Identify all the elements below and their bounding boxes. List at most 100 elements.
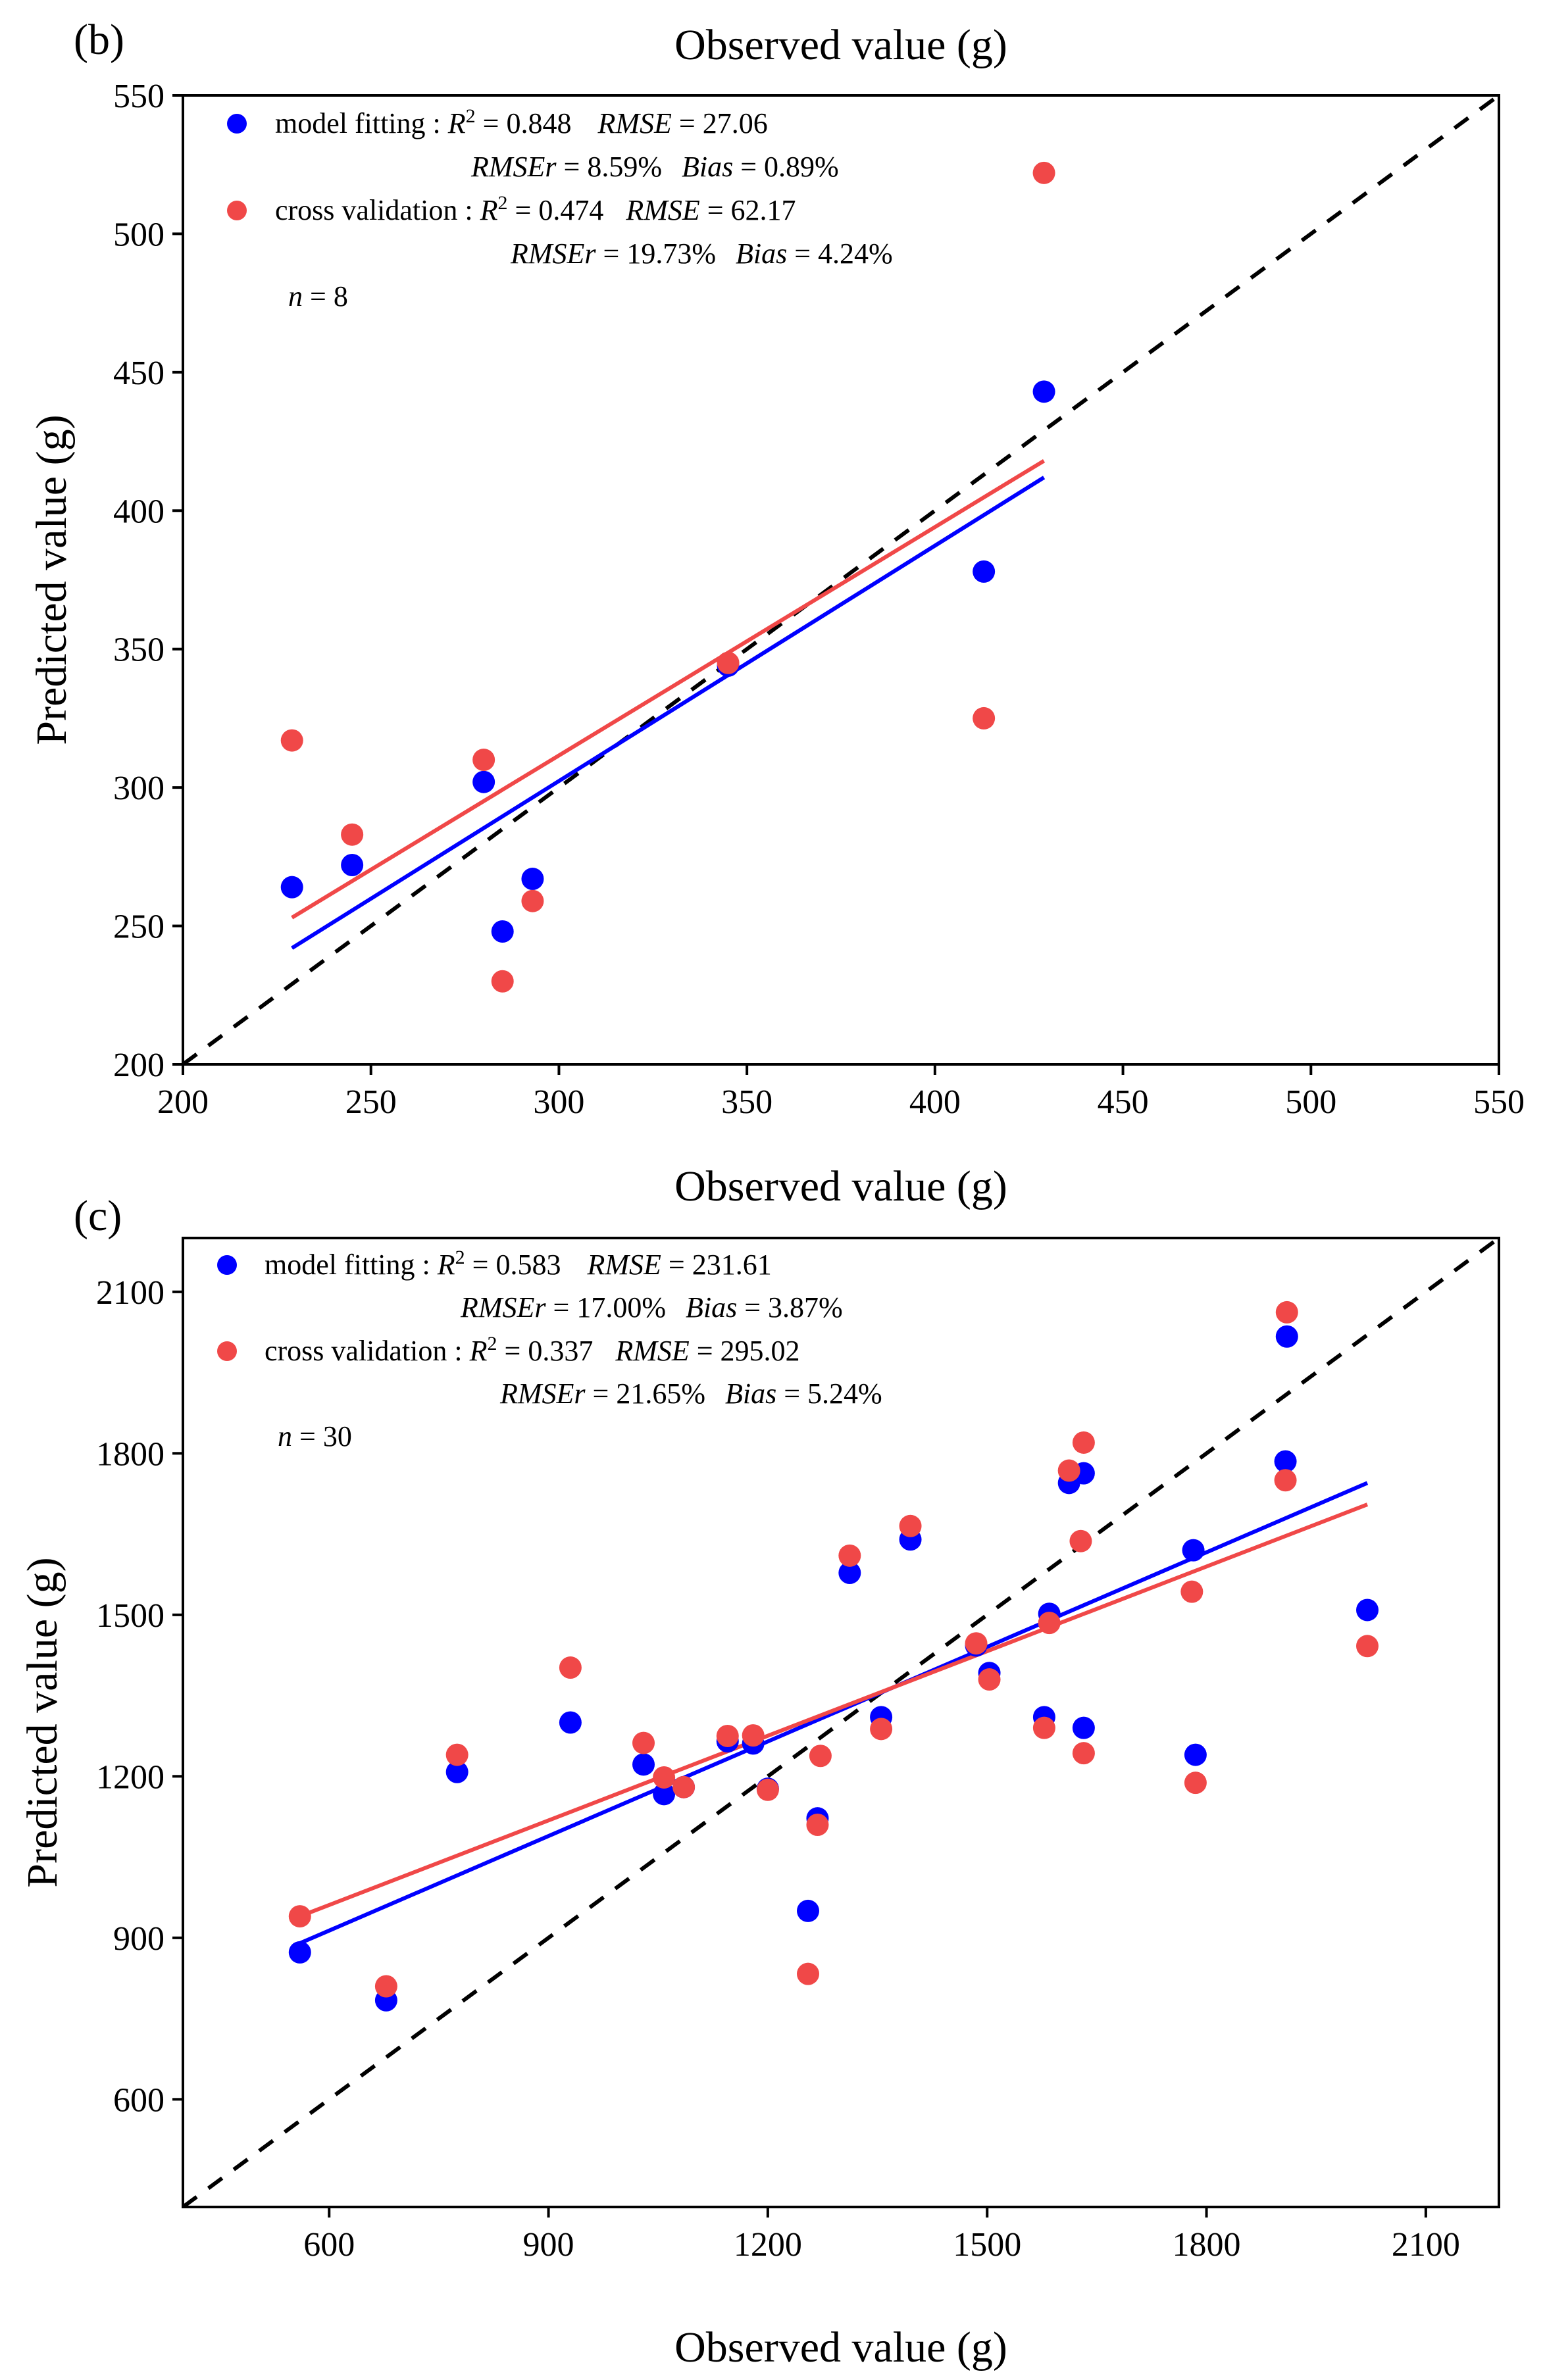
annotation-rmse: RMSE [615, 1335, 690, 1367]
annotation-sup: 2 [488, 1333, 497, 1354]
data-point-cross-validation [1072, 1431, 1095, 1454]
data-point-cross-validation [809, 1745, 832, 1768]
annotation-rmse: RMSE [625, 194, 700, 226]
y-tick-label: 1200 [96, 1758, 165, 1796]
annotation-sup: 2 [466, 105, 476, 127]
fit-line-cross-validation [299, 1502, 1369, 1918]
annotation-sample-size: n = 30 [278, 1420, 352, 1452]
annotation-rmse: RMSE [586, 1249, 661, 1281]
data-point-cross-validation [1180, 1580, 1203, 1603]
legend-label-cross-validation: cross validation : R2 = 0.337 RMSE = 295.… [265, 1333, 800, 1368]
data-point-cross-validation [838, 1544, 861, 1567]
legend-marker-model-fitting [227, 114, 247, 134]
annotation-value: = 0.583 [465, 1249, 561, 1281]
annotation-sup: 2 [498, 192, 508, 214]
top-title: Observed value (g) [674, 21, 1007, 69]
data-point-model-fitting [1184, 1743, 1207, 1766]
fit-line-model-fitting [299, 1481, 1369, 1945]
annotation-bias: Bias [686, 1291, 737, 1324]
y-tick-label: 500 [113, 216, 165, 253]
data-point-cross-validation [653, 1766, 676, 1789]
legend-label-model-fitting: model fitting : R2 = 0.583 RMSE = 231.61 [265, 1247, 772, 1281]
data-point-model-fitting [653, 1783, 676, 1806]
x-tick-label: 600 [303, 2226, 355, 2264]
y-tick-label: 200 [113, 1047, 165, 1084]
data-point-cross-validation [797, 1962, 819, 1985]
annotation-rmse: RMSE [597, 107, 672, 139]
data-point-cross-validation [965, 1632, 988, 1655]
data-point-model-fitting [288, 1941, 311, 1964]
data-point-model-fitting [1072, 1716, 1095, 1739]
x-tick-label: 550 [1473, 1083, 1525, 1121]
annotation-cross-validation-stats: RMSEr = 21.65% Bias = 5.24% [499, 1377, 882, 1410]
data-point-cross-validation [806, 1813, 829, 1836]
legend-label-cross-validation: cross validation : R2 = 0.474 RMSE = 62.1… [275, 192, 796, 227]
data-point-cross-validation [288, 1905, 311, 1928]
x-axis-label: Observed value (g) [674, 2323, 1007, 2371]
annotation-value: = 0.474 [508, 194, 604, 226]
data-point-cross-validation [1275, 1301, 1298, 1324]
data-point-cross-validation [472, 749, 495, 772]
data-point-cross-validation [341, 823, 364, 846]
annotation-r2: R [447, 107, 466, 139]
annotation-model-fitting-stats: RMSEr = 17.00% Bias = 3.87% [460, 1291, 843, 1324]
x-tick-label: 350 [721, 1083, 772, 1121]
annotation-value: = 0.89% [733, 151, 838, 183]
x-tick-label: 1500 [953, 2226, 1021, 2264]
annotation-text: cross validation : [265, 1335, 470, 1367]
annotation-text: model fitting : [275, 107, 448, 139]
data-point-cross-validation [632, 1731, 655, 1754]
data-point-model-fitting [838, 1562, 861, 1585]
annotation-value: = 231.61 [661, 1249, 772, 1281]
data-point-cross-validation [1038, 1612, 1061, 1635]
x-tick-label: 400 [909, 1083, 961, 1121]
data-point-model-fitting [445, 1760, 469, 1783]
data-point-model-fitting [559, 1711, 582, 1734]
annotation-value: = 5.24% [776, 1377, 882, 1410]
annotation-n: n [288, 280, 303, 312]
y-axis-label: Predicted value (g) [18, 1557, 66, 1887]
y-tick-label: 300 [113, 770, 165, 807]
data-point-cross-validation [521, 889, 544, 912]
y-tick-label: 1800 [96, 1435, 165, 1473]
data-point-cross-validation [870, 1718, 893, 1741]
annotation-rmser: RMSEr [470, 151, 557, 183]
annotation-value: = 4.24% [787, 237, 892, 270]
annotation-value: = 17.00% [546, 1291, 666, 1324]
annotation-value: = 21.65% [586, 1377, 705, 1410]
data-point-model-fitting [1356, 1599, 1379, 1622]
annotation-bias: Bias [725, 1377, 776, 1410]
y-tick-label: 900 [113, 1920, 165, 1958]
y-tick-label: 350 [113, 632, 165, 669]
annotation-model-fitting-stats: RMSEr = 8.59% Bias = 0.89% [470, 151, 839, 183]
axes-frame [182, 94, 1500, 1066]
x-tick-label: 2100 [1392, 2226, 1460, 2264]
data-point-cross-validation [1072, 1742, 1095, 1765]
annotation-value: = 0.337 [497, 1335, 594, 1367]
data-point-cross-validation [1032, 1716, 1055, 1739]
annotation-rmser: RMSEr [460, 1291, 546, 1324]
data-point-model-fitting [1182, 1539, 1205, 1562]
y-axis-label: Predicted value (g) [28, 414, 76, 745]
y-tick-label: 400 [113, 493, 165, 530]
data-point-cross-validation [1069, 1529, 1092, 1552]
axes-frame [182, 1237, 1500, 2208]
panel-label: (c) [74, 1192, 122, 1240]
annotation-value: = 0.848 [476, 107, 572, 139]
data-point-model-fitting [797, 1899, 819, 1922]
fit-line-model-fitting [291, 476, 1046, 950]
data-point-cross-validation [717, 651, 740, 674]
data-point-cross-validation [1057, 1459, 1080, 1482]
y-tick-label: 600 [113, 2081, 165, 2119]
data-point-cross-validation [742, 1724, 765, 1747]
annotation-rmser: RMSEr [510, 237, 596, 270]
data-point-model-fitting [973, 560, 996, 583]
legend-label-model-fitting: model fitting : R2 = 0.848 RMSE = 27.06 [275, 105, 768, 140]
data-point-model-fitting [491, 920, 514, 943]
data-point-cross-validation [1184, 1772, 1207, 1795]
annotation-value: = 8.59% [557, 151, 662, 183]
x-tick-label: 250 [345, 1083, 397, 1121]
annotation-rmser: RMSEr [499, 1377, 586, 1410]
annotation-sample-size: n = 8 [288, 280, 348, 312]
